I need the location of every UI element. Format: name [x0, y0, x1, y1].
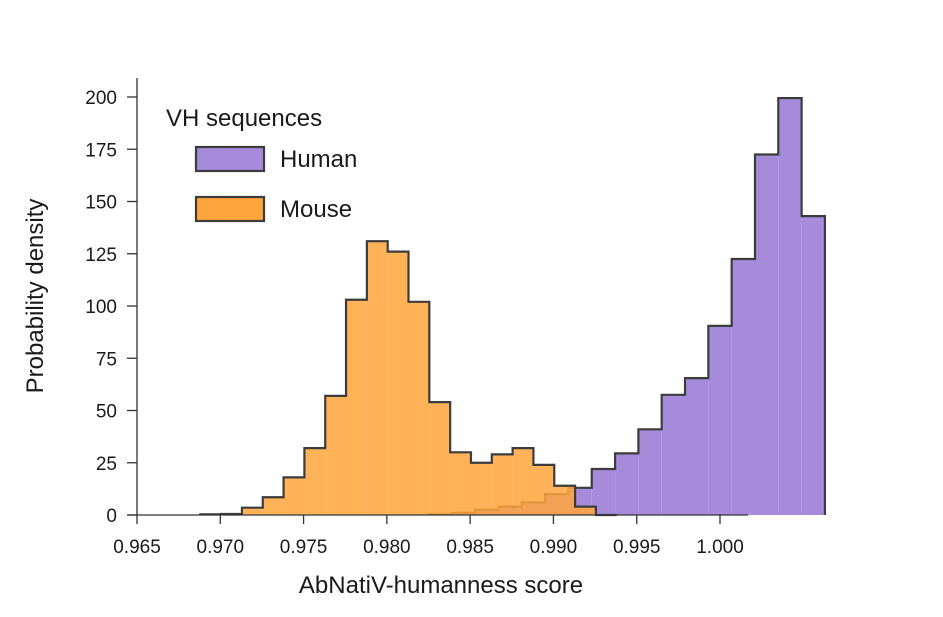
bar-mouse	[325, 395, 347, 515]
bar-mouse	[533, 464, 555, 515]
legend-label-human: Human	[280, 146, 357, 173]
bar-mouse	[346, 299, 367, 515]
x-tick-label: 0.985	[446, 537, 494, 558]
bar-mouse	[470, 462, 492, 515]
bar-mouse	[429, 402, 451, 515]
y-tick-label: 50	[96, 402, 117, 423]
x-tick-label: 1.000	[696, 537, 744, 558]
series-mouse	[199, 240, 617, 517]
histogram-bars	[199, 96, 827, 517]
bar-human	[754, 154, 779, 515]
y-tick-label: 200	[85, 88, 117, 109]
bar-mouse	[575, 506, 596, 515]
bar-human	[778, 98, 802, 516]
x-tick-label: 0.975	[280, 537, 328, 558]
x-axis-ticks: 0.965 0.970 0.975 0.980 0.985 0.990 0.995 1.000	[113, 515, 744, 558]
legend-swatch-human	[194, 145, 266, 173]
bar-mouse	[408, 301, 430, 515]
bar-mouse	[241, 507, 263, 515]
bar-mouse	[304, 448, 326, 515]
bar-human	[708, 325, 732, 515]
bar-human	[638, 429, 662, 515]
outline-mouse	[199, 240, 617, 517]
y-tick-label: 75	[96, 349, 117, 370]
x-tick-label: 0.965	[113, 537, 161, 558]
legend: VH sequences Human Mouse	[166, 105, 357, 223]
x-tick-label: 0.995	[613, 537, 661, 558]
bar-mouse	[450, 452, 471, 515]
y-tick-label: 25	[96, 454, 117, 475]
y-axis-title: Probability density	[22, 199, 49, 394]
bar-human	[591, 469, 616, 515]
bar-mouse	[387, 251, 409, 515]
y-axis-ticks: 0 25 50 75 100 125 150 175 200	[85, 88, 137, 527]
y-tick-label: 100	[85, 297, 117, 318]
bar-human	[661, 394, 686, 515]
x-tick-label: 0.980	[363, 537, 411, 558]
series-human	[427, 96, 827, 516]
x-tick-label: 0.970	[197, 537, 245, 558]
y-tick-label: 175	[85, 140, 117, 161]
bar-mouse	[491, 454, 513, 515]
bar-mouse	[554, 485, 576, 515]
x-tick-label: 0.990	[530, 537, 578, 558]
legend-title: VH sequences	[166, 105, 322, 132]
bar-human	[731, 258, 755, 515]
legend-swatch-mouse	[194, 195, 266, 223]
y-tick-label: 125	[85, 245, 117, 266]
bar-mouse	[366, 241, 388, 515]
legend-label-mouse: Mouse	[280, 196, 352, 223]
bar-human	[615, 453, 639, 515]
bar-mouse	[512, 448, 534, 515]
bar-human	[801, 216, 825, 515]
y-tick-label: 0	[106, 506, 117, 527]
x-axis-title: AbNatiV-humanness score	[299, 572, 583, 599]
bar-human	[685, 378, 709, 515]
y-tick-label: 150	[85, 193, 117, 214]
bar-mouse	[283, 477, 305, 515]
bar-mouse	[262, 497, 284, 515]
